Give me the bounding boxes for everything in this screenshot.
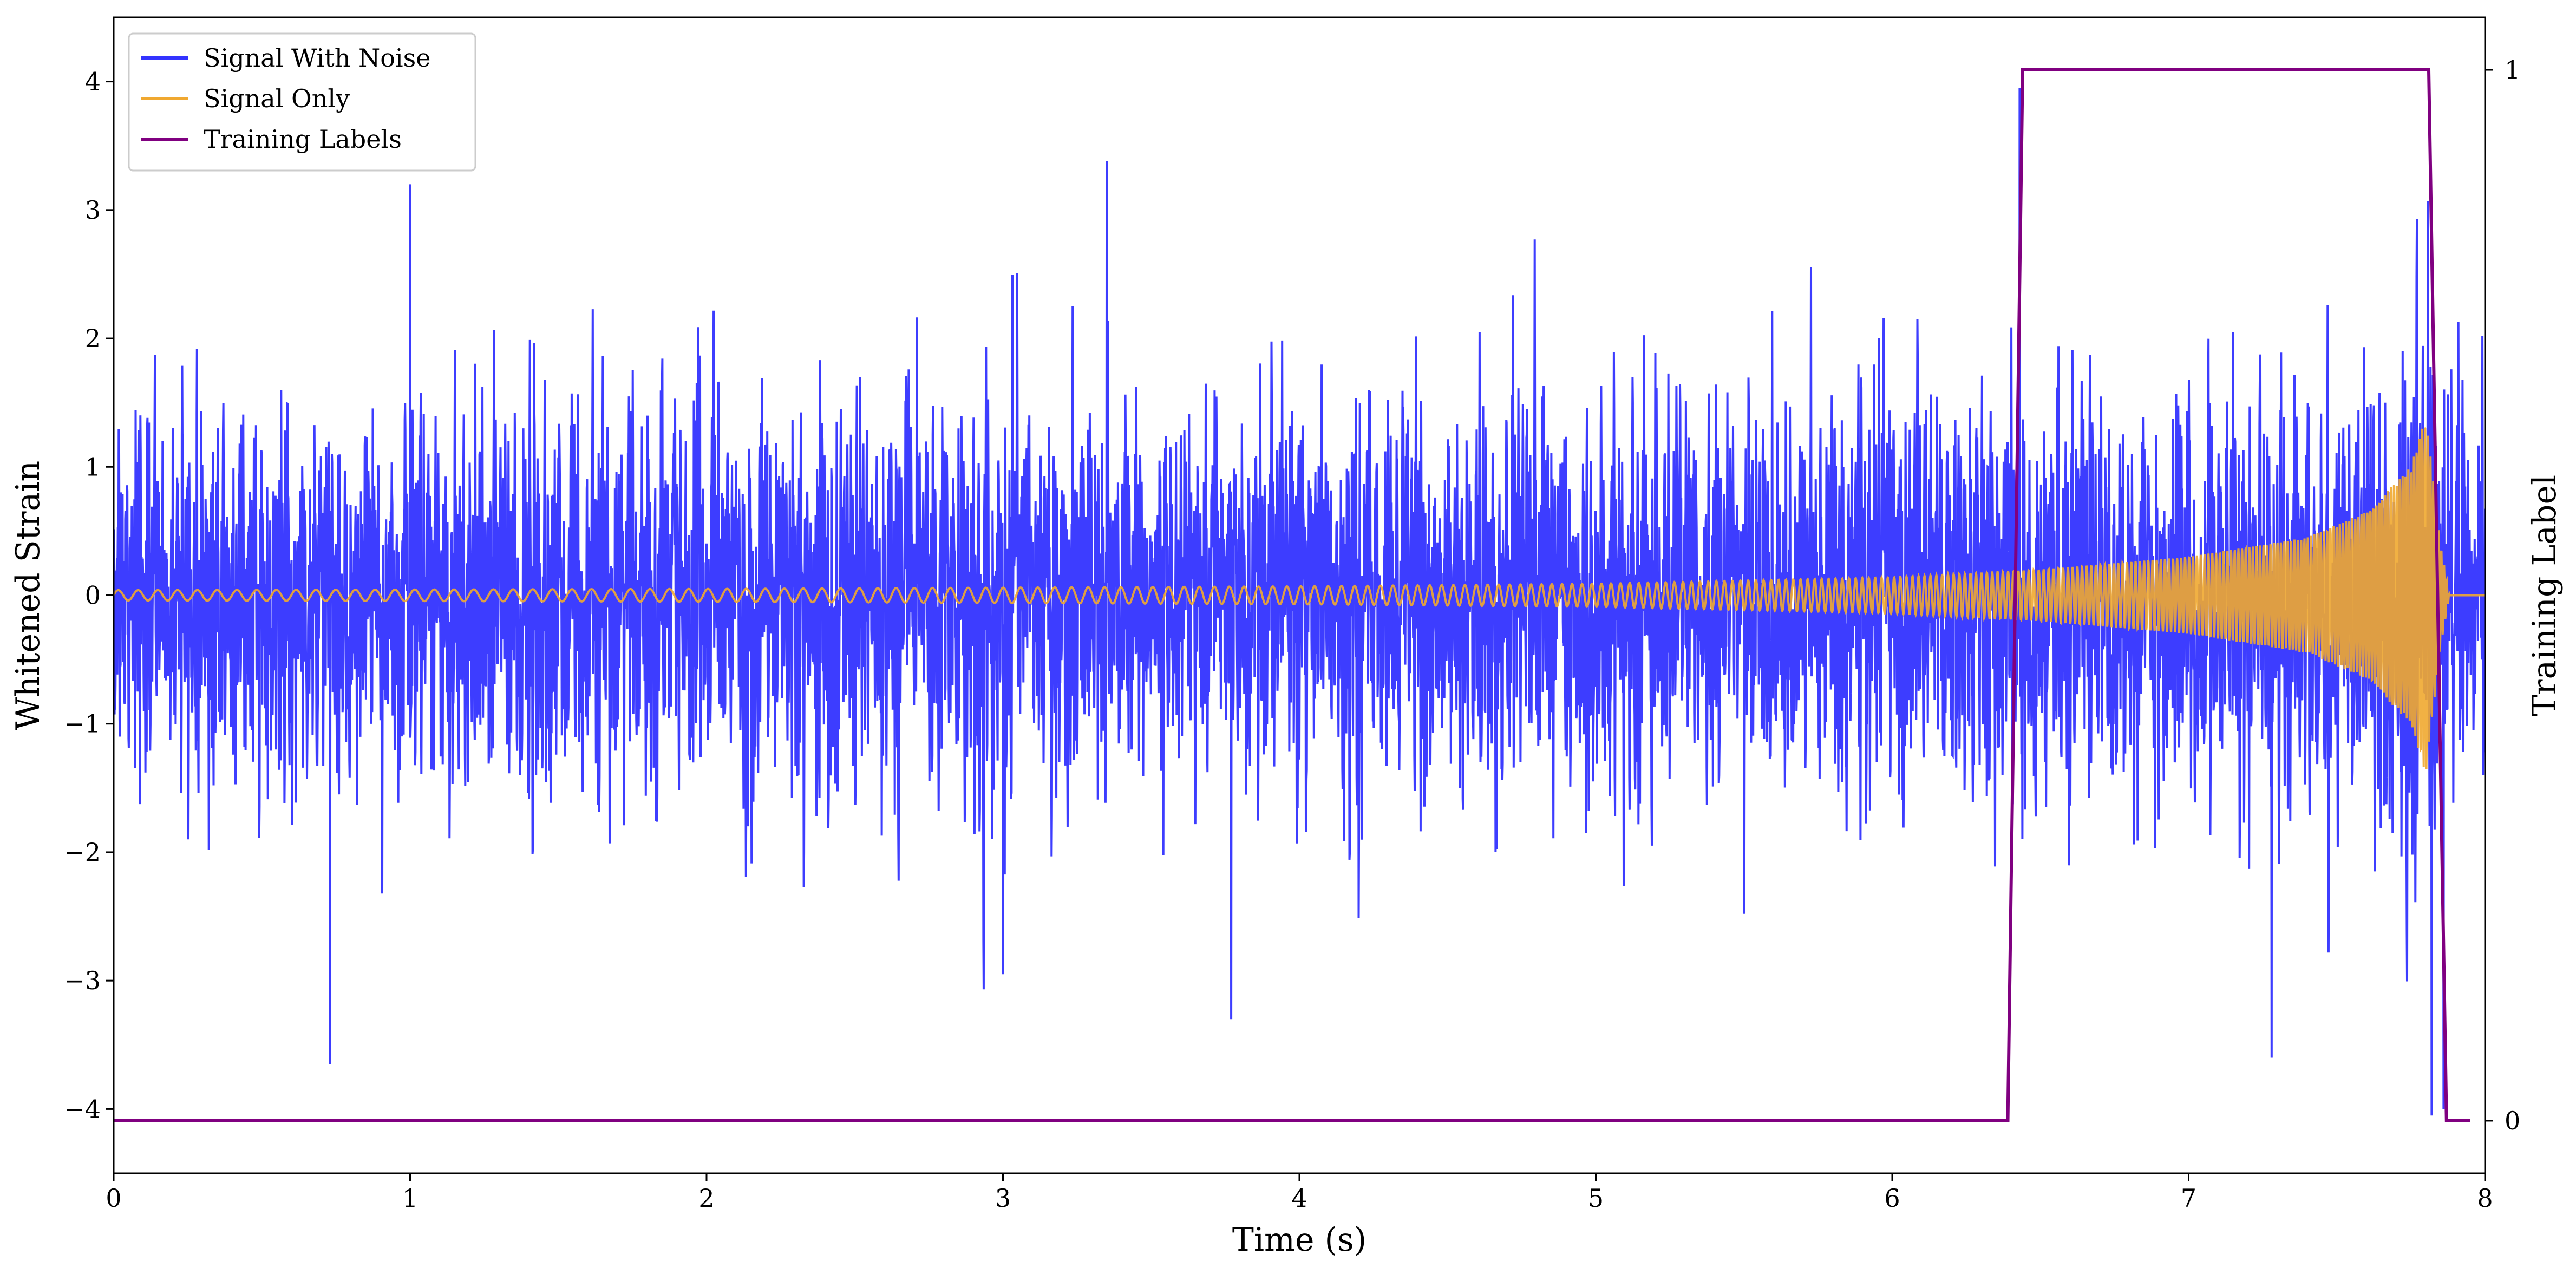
y-axis-right: 01 — [2485, 55, 2520, 1135]
y-tick-label: 0 — [85, 581, 101, 610]
series-line-training-labels — [114, 68, 2470, 1122]
series-line-signal-with-noise — [114, 88, 2485, 1116]
y2-tick-label: 0 — [2505, 1106, 2520, 1135]
legend-box — [128, 32, 476, 172]
legend-label: Signal Only — [204, 84, 350, 113]
series-layer — [114, 68, 2485, 1122]
x-tick-label: 0 — [106, 1184, 121, 1213]
x-tick-label: 6 — [1884, 1184, 1900, 1213]
y-tick-label: −4 — [64, 1094, 101, 1123]
y-tick-label: 4 — [85, 67, 101, 96]
y-axis-left: −4 −3 −2 −1 0 1 2 3 4 — [64, 67, 114, 1123]
x-tick-label: 3 — [995, 1184, 1011, 1213]
x-tick-label: 1 — [402, 1184, 418, 1213]
legend-label: Signal With Noise — [204, 43, 430, 73]
y-tick-label: −3 — [64, 966, 101, 995]
x-tick-label: 2 — [698, 1184, 714, 1213]
y-axis-title: Whitened Strain — [9, 461, 47, 730]
x-axis: 0 1 2 3 4 5 6 7 8 — [106, 1173, 2493, 1213]
y-tick-label: −1 — [64, 709, 101, 739]
legend-label: Training Labels — [204, 125, 402, 154]
y-tick-label: 3 — [85, 195, 101, 225]
y2-tick-label: 1 — [2505, 55, 2520, 84]
legend: Signal With Noise Signal Only Training Lab… — [128, 32, 476, 172]
x-tick-label: 7 — [2181, 1184, 2196, 1213]
x-tick-label: 8 — [2477, 1184, 2493, 1213]
y-tick-label: 2 — [85, 324, 101, 353]
x-axis-title: Time (s) — [1232, 1221, 1367, 1259]
series-line-signal-only — [114, 427, 2485, 770]
y2-axis-title: Training Label — [2526, 475, 2564, 716]
y-tick-label: −2 — [64, 838, 101, 867]
y-tick-label: 1 — [85, 452, 101, 481]
x-tick-label: 4 — [1291, 1184, 1307, 1213]
x-tick-label: 5 — [1588, 1184, 1604, 1213]
